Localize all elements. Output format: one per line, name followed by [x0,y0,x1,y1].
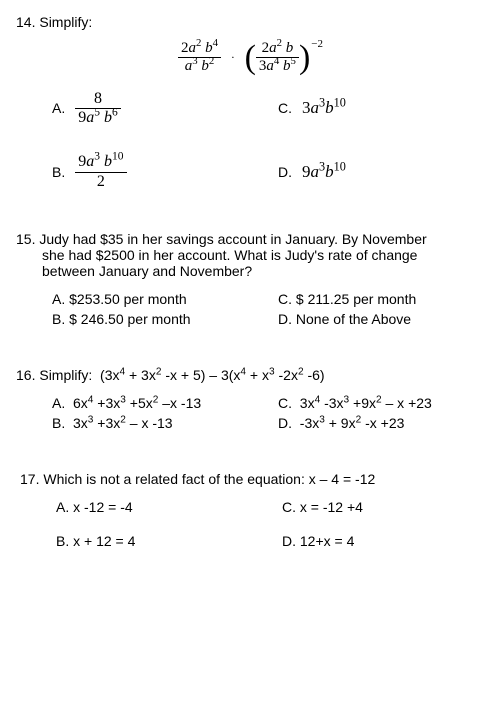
q16-choice-c: C. 3x4 -3x3 +9x2 – x +23 [278,395,485,411]
q14-prompt: Simplify: [39,14,92,30]
dot-operator: · [231,50,235,65]
q16-choice-b: B. 3x3 +3x2 – x -13 [52,415,278,431]
q15-choice-b: B. $ 246.50 per month [52,311,278,327]
question-17: 17. Which is not a related fact of the e… [16,471,485,549]
q14-choice-b: B. 9a3 b10 2 [52,153,278,191]
q14-stem: 14. Simplify: [16,14,485,30]
q16-stem: 16. Simplify: (3x4 + 3x2 -x + 5) – 3(x4 … [16,367,485,383]
q17-stem: 17. Which is not a related fact of the e… [20,471,485,487]
q17-choice-b: B. x + 12 = 4 [56,533,282,549]
q14-choices: A. 8 9a5 b6 C. 3a3b10 B. 9a3 b10 2 D. [16,90,485,192]
q15-choice-c: C. $ 211.25 per month [278,291,485,307]
q16-choice-a: A. 6x4 +3x3 +5x2 –x -13 [52,395,278,411]
q16-choice-d: D. -3x3 + 9x2 -x +23 [278,415,485,431]
outer-exponent: −2 [311,38,323,50]
q14-choice-c: C. 3a3b10 [278,98,485,118]
q17-prompt: Which is not a related fact of the equat… [43,471,375,487]
q17-choice-d: D. 12+x = 4 [282,533,485,549]
q15-number: 15. [16,231,35,247]
q16-prompt: Simplify: (3x4 + 3x2 -x + 5) – 3(x4 + x3… [39,367,324,383]
q15-line1: Judy had $35 in her savings account in J… [39,231,426,247]
q16-choices: A. 6x4 +3x3 +5x2 –x -13 C. 3x4 -3x3 +9x2… [16,395,485,431]
question-16: 16. Simplify: (3x4 + 3x2 -x + 5) – 3(x4 … [16,367,485,431]
question-15: 15. Judy had $35 in her savings account … [16,231,485,327]
q15-stem: 15. Judy had $35 in her savings account … [16,231,485,279]
q17-choices: A. x -12 = -4 C. x = -12 +4 B. x + 12 = … [20,499,485,549]
q17-choice-a: A. x -12 = -4 [56,499,282,515]
q14-expression: 2a2 b4 a3 b2 · ( 2a2 b 3a4 b5 ) −2 [16,40,485,76]
q14-choice-d: D. 9a3b10 [278,162,485,182]
q16-number: 16. [16,367,35,383]
q14-number: 14. [16,14,35,30]
q15-choice-a: A. $253.50 per month [52,291,278,307]
q15-line2: she had $2500 in her account. What is Ju… [16,247,485,263]
q15-line3: between January and November? [16,263,485,279]
q17-choice-c: C. x = -12 +4 [282,499,485,515]
question-14: 14. Simplify: 2a2 b4 a3 b2 · ( 2a2 b 3a4… [16,14,485,191]
q15-choices: A. $253.50 per month C. $ 211.25 per mon… [16,291,485,327]
q15-choice-d: D. None of the Above [278,311,485,327]
q17-number: 17. [20,471,39,487]
q14-choice-a: A. 8 9a5 b6 [52,90,278,128]
